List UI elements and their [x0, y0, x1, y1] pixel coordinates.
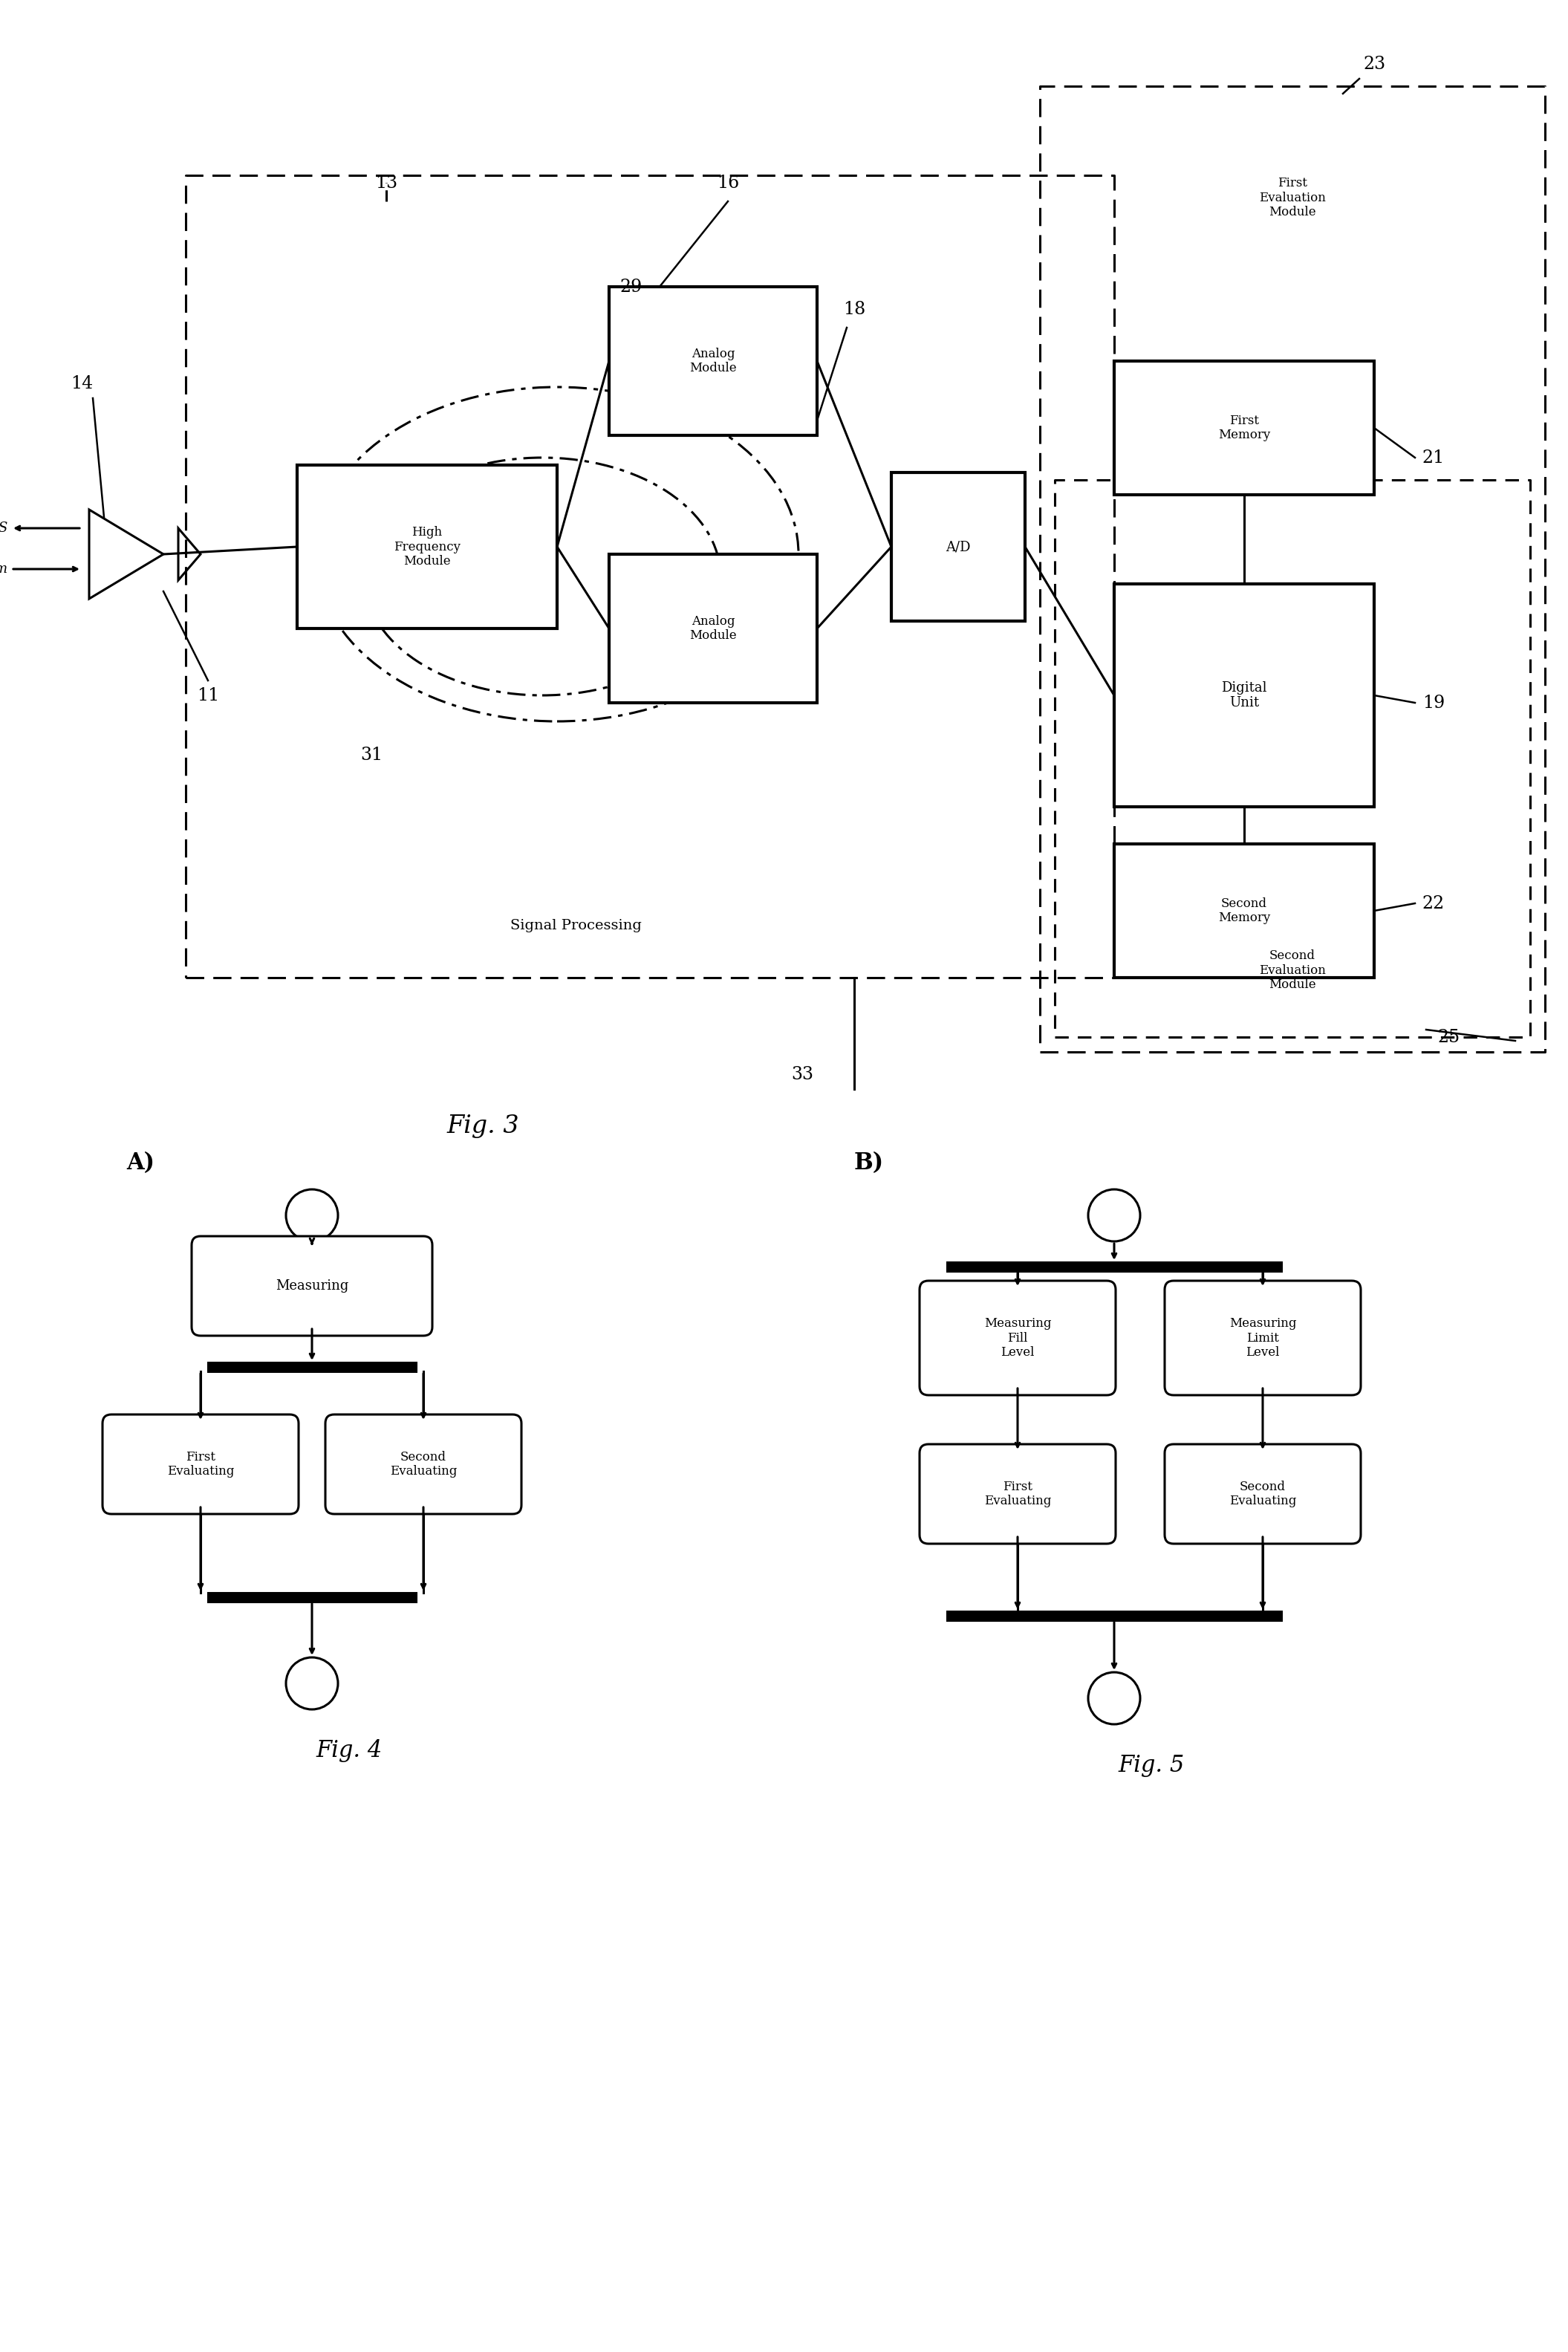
Text: Analog
Module: Analog Module: [690, 348, 737, 374]
Text: 13: 13: [375, 174, 397, 191]
Text: 25: 25: [1438, 1028, 1460, 1047]
Text: Digital
Unit: Digital Unit: [1221, 682, 1267, 710]
Text: First
Evaluating: First Evaluating: [166, 1451, 234, 1477]
Polygon shape: [608, 287, 817, 435]
Text: Second
Evaluation
Module: Second Evaluation Module: [1259, 950, 1327, 990]
FancyBboxPatch shape: [1165, 1282, 1361, 1395]
Text: A): A): [127, 1152, 155, 1176]
Text: First
Evaluating: First Evaluating: [985, 1479, 1051, 1508]
Polygon shape: [296, 466, 557, 628]
Text: Analog
Module: Analog Module: [690, 614, 737, 642]
Polygon shape: [1115, 362, 1374, 494]
Text: Measuring
Fill
Level: Measuring Fill Level: [985, 1317, 1051, 1359]
Text: S: S: [0, 522, 8, 534]
Text: 14: 14: [71, 374, 93, 393]
Text: 22: 22: [1422, 894, 1444, 913]
Polygon shape: [209, 1362, 416, 1371]
Text: First
Memory: First Memory: [1218, 414, 1270, 442]
FancyBboxPatch shape: [102, 1414, 298, 1515]
Text: Second
Evaluating: Second Evaluating: [390, 1451, 456, 1477]
Text: 29: 29: [619, 278, 643, 296]
Text: Second
Evaluating: Second Evaluating: [1229, 1479, 1297, 1508]
Text: A/D: A/D: [946, 541, 971, 553]
Text: 23: 23: [1363, 56, 1385, 73]
Text: High
Frequency
Module: High Frequency Module: [394, 527, 461, 567]
Polygon shape: [209, 1592, 416, 1602]
FancyBboxPatch shape: [919, 1444, 1116, 1543]
Polygon shape: [947, 1263, 1281, 1270]
Text: Measuring: Measuring: [276, 1279, 348, 1294]
Polygon shape: [891, 473, 1025, 621]
Polygon shape: [1115, 844, 1374, 978]
Text: 11: 11: [196, 687, 220, 703]
Text: Fig. 4: Fig. 4: [317, 1738, 383, 1762]
Text: 31: 31: [361, 746, 383, 764]
Text: Measuring
Limit
Level: Measuring Limit Level: [1229, 1317, 1297, 1359]
Text: Signal Processing: Signal Processing: [510, 920, 641, 931]
FancyBboxPatch shape: [191, 1237, 433, 1336]
Text: B): B): [855, 1152, 884, 1176]
Text: 33: 33: [792, 1065, 814, 1082]
Text: 19: 19: [1422, 694, 1444, 710]
FancyBboxPatch shape: [1165, 1444, 1361, 1543]
Text: Second
Memory: Second Memory: [1218, 896, 1270, 924]
Text: First
Evaluation
Module: First Evaluation Module: [1259, 176, 1327, 219]
Text: Fig. 3: Fig. 3: [447, 1115, 519, 1138]
Polygon shape: [1115, 583, 1374, 807]
Text: m: m: [0, 562, 8, 576]
Polygon shape: [947, 1611, 1281, 1621]
Text: 21: 21: [1422, 449, 1444, 466]
Text: 18: 18: [844, 301, 866, 318]
FancyBboxPatch shape: [919, 1282, 1116, 1395]
Text: 16: 16: [717, 174, 739, 191]
Polygon shape: [608, 555, 817, 703]
Text: Fig. 5: Fig. 5: [1118, 1755, 1184, 1776]
FancyBboxPatch shape: [325, 1414, 522, 1515]
